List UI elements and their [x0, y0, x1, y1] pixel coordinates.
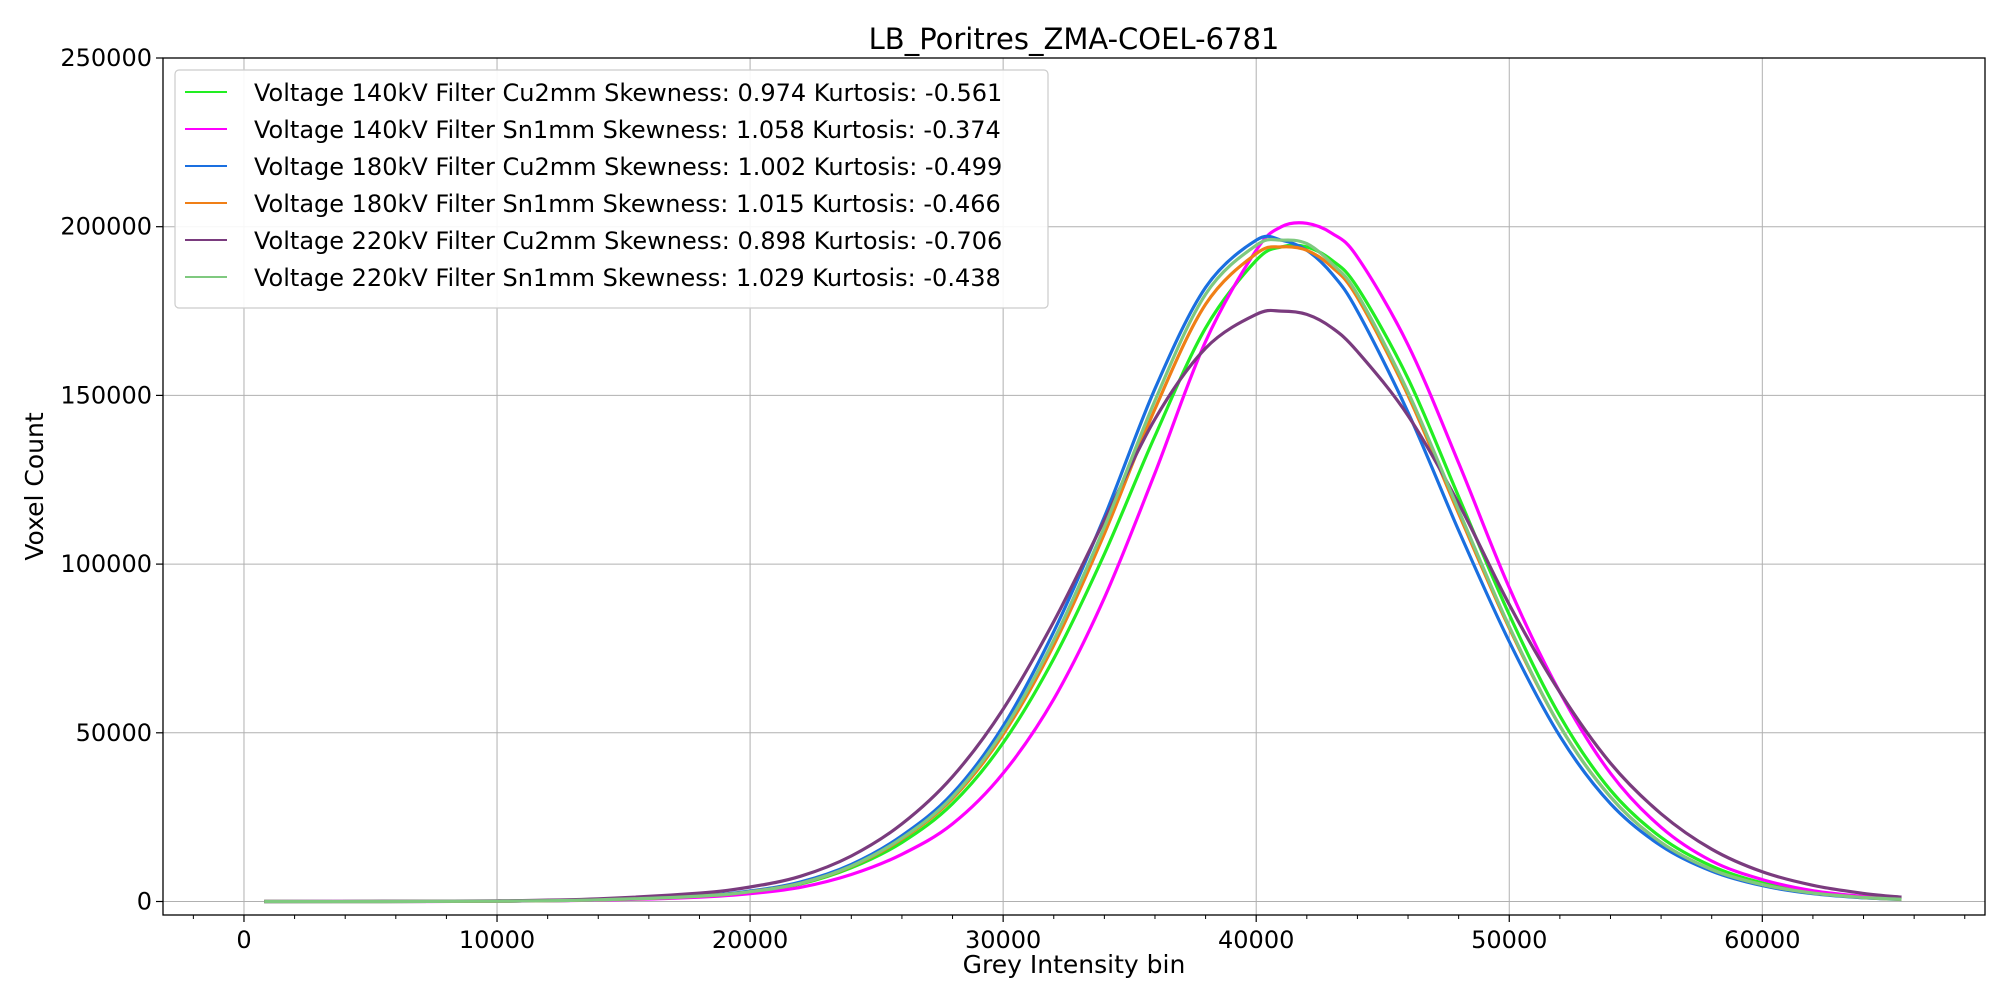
y-axis-ticks: 0 50000 100000 150000 200000 250000: [60, 44, 163, 916]
legend-entry: Voltage 180kV Filter Cu2mm Skewness: 1.0…: [254, 153, 1002, 181]
x-axis-label: Grey Intensity bin: [963, 950, 1186, 979]
x-tick-label: 30000: [965, 926, 1041, 954]
x-tick-label: 60000: [1724, 926, 1800, 954]
x-tick-label: 20000: [712, 926, 788, 954]
y-tick-label: 200000: [60, 213, 152, 241]
x-tick-label: 10000: [459, 926, 535, 954]
legend-entry: Voltage 180kV Filter Sn1mm Skewness: 1.0…: [254, 190, 1001, 218]
y-axis-label: Voxel Count: [20, 412, 49, 560]
legend-box: [174, 69, 1049, 309]
series-line-5: [264, 308, 1902, 904]
legend-entry: Voltage 220kV Filter Cu2mm Skewness: 0.8…: [254, 227, 1002, 255]
x-tick-label: 50000: [1471, 926, 1547, 954]
x-tick-label: 40000: [1218, 926, 1294, 954]
y-tick-label: 0: [137, 888, 152, 916]
y-tick-label: 250000: [60, 44, 152, 72]
legend-entry: Voltage 140kV Filter Cu2mm Skewness: 0.9…: [254, 79, 1002, 107]
legend-entry: Voltage 220kV Filter Sn1mm Skewness: 1.0…: [254, 264, 1001, 292]
series-line-3: [264, 234, 1902, 904]
series-lines: [264, 221, 1902, 904]
y-tick-label: 50000: [76, 719, 152, 747]
plot-frame: [162, 57, 1986, 916]
x-tick-label: 0: [236, 926, 251, 954]
y-tick-label: 150000: [60, 381, 152, 409]
series-line-6: [264, 237, 1902, 904]
chart-title: LB_Poritres_ZMA-COEL-6781: [869, 22, 1280, 56]
y-tick-label: 100000: [60, 550, 152, 578]
legend: Voltage 140kV Filter Cu2mm Skewness: 0.9…: [174, 69, 1049, 309]
x-axis-ticks: 0 10000 20000 30000 40000 50000 60000: [192, 915, 1966, 954]
legend-entry: Voltage 140kV Filter Sn1mm Skewness: 1.0…: [254, 116, 1001, 144]
